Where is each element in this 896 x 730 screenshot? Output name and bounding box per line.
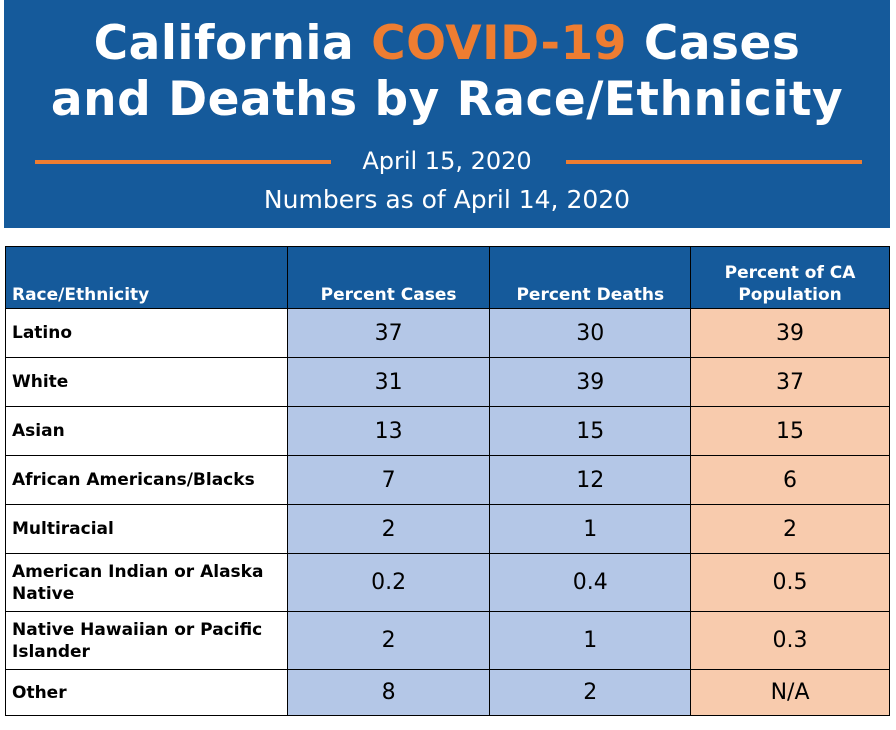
table-row: American Indian or Alaska Native 0.2 0.4 0.… — [5, 553, 890, 612]
row-label: Other — [5, 669, 288, 716]
column-header: Percent of CA Population — [690, 246, 890, 309]
title-text: California — [93, 16, 372, 71]
cases-cell: 0.2 — [286, 553, 491, 612]
population-cell: 6 — [690, 455, 890, 505]
as-of-label: Numbers as of April 14, 2020 — [263, 185, 631, 214]
column-header: Percent Deaths — [489, 246, 692, 309]
date-label: April 15, 2020 — [362, 147, 532, 175]
title-text: and Deaths by Race/Ethnicity — [50, 72, 844, 127]
table-row: Native Hawaiian or Pacific Islander 2 1 0.3 — [5, 611, 890, 670]
page-title: California COVID-19 Cases and Deaths by … — [4, 16, 890, 128]
row-label: Native Hawaiian or Pacific Islander — [5, 611, 288, 670]
divider-left — [35, 160, 331, 164]
population-cell: N/A — [690, 669, 890, 716]
deaths-cell: 1 — [489, 504, 692, 554]
cases-cell: 37 — [286, 308, 491, 358]
row-label: Latino — [5, 308, 288, 358]
column-header: Race/Ethnicity — [5, 246, 288, 309]
cases-cell: 13 — [286, 406, 491, 456]
table-row: Multiracial 2 1 2 — [5, 504, 890, 554]
population-cell: 2 — [690, 504, 890, 554]
deaths-cell: 2 — [489, 669, 692, 716]
table-row: White 31 39 37 — [5, 357, 890, 407]
deaths-cell: 39 — [489, 357, 692, 407]
table-row: Other 8 2 N/A — [5, 669, 890, 716]
data-table: Race/Ethnicity Percent Cases Percent Dea… — [5, 246, 890, 716]
row-label: African Americans/Blacks — [5, 455, 288, 505]
cases-cell: 31 — [286, 357, 491, 407]
row-label: Asian — [5, 406, 288, 456]
title-text: Cases — [626, 16, 801, 71]
population-cell: 0.5 — [690, 553, 890, 612]
table-row: Latino 37 30 39 — [5, 308, 890, 358]
deaths-cell: 1 — [489, 611, 692, 670]
divider-right — [566, 160, 862, 164]
cases-cell: 2 — [286, 504, 491, 554]
population-cell: 0.3 — [690, 611, 890, 670]
population-cell: 37 — [690, 357, 890, 407]
population-cell: 39 — [690, 308, 890, 358]
cases-cell: 8 — [286, 669, 491, 716]
cases-cell: 7 — [286, 455, 491, 505]
table-row: African Americans/Blacks 7 12 6 — [5, 455, 890, 505]
column-header: Percent Cases — [286, 246, 491, 309]
deaths-cell: 30 — [489, 308, 692, 358]
title-banner: California COVID-19 Cases and Deaths by … — [4, 0, 890, 228]
table-row: Asian 13 15 15 — [5, 406, 890, 456]
population-cell: 15 — [690, 406, 890, 456]
table-header-row: Race/Ethnicity Percent Cases Percent Dea… — [5, 246, 890, 309]
row-label: American Indian or Alaska Native — [5, 553, 288, 612]
deaths-cell: 12 — [489, 455, 692, 505]
cases-cell: 2 — [286, 611, 491, 670]
title-accent: COVID-19 — [371, 16, 627, 71]
row-label: White — [5, 357, 288, 407]
deaths-cell: 0.4 — [489, 553, 692, 612]
row-label: Multiracial — [5, 504, 288, 554]
deaths-cell: 15 — [489, 406, 692, 456]
